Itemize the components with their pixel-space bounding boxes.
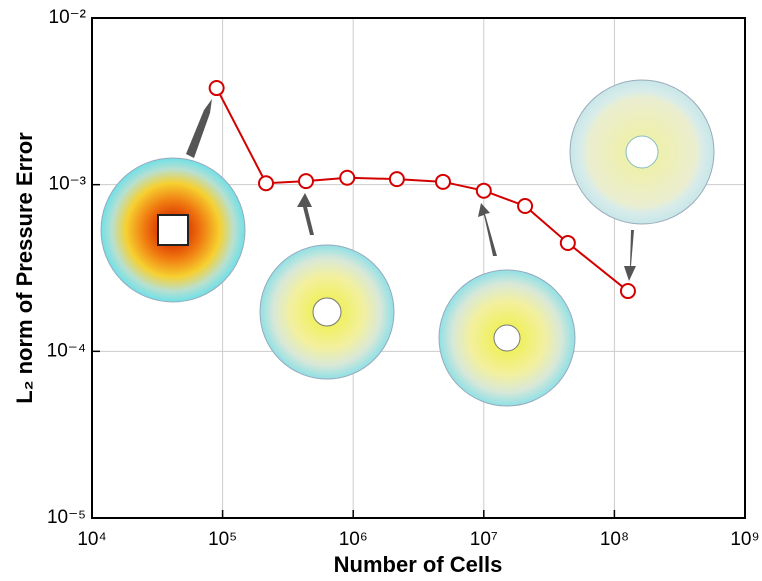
point — [517, 197, 534, 214]
point — [475, 182, 492, 199]
x-tick-label: 10⁸ — [600, 529, 629, 550]
series-line — [215, 87, 629, 292]
point — [434, 173, 451, 190]
y-tick-label: 10⁻³ — [49, 174, 87, 195]
point — [258, 175, 275, 192]
point — [388, 171, 405, 188]
plot-frame — [91, 17, 746, 519]
x-tick-label: 10⁷ — [470, 529, 498, 550]
inset-hole — [312, 297, 342, 327]
arrow — [478, 203, 497, 256]
point — [559, 234, 576, 251]
point — [339, 169, 356, 186]
y-tick-label: 10⁻⁵ — [47, 507, 86, 528]
inset-hole — [157, 214, 189, 246]
arrow — [624, 230, 636, 281]
x-tick-label: 10⁴ — [77, 529, 106, 550]
arrow — [186, 99, 212, 158]
inset-hole — [625, 135, 659, 169]
arrow — [297, 193, 314, 235]
plot — [208, 80, 636, 300]
point — [208, 80, 225, 97]
y-tick-label: 10⁻⁴ — [47, 340, 86, 361]
y-axis-title: L₂ norm of Pressure Error — [12, 132, 37, 404]
point — [297, 173, 314, 190]
inset-hole — [493, 324, 521, 352]
contour-insets — [100, 79, 715, 407]
x-tick-label: 10⁹ — [730, 529, 759, 550]
y-tick-label: 10⁻² — [49, 7, 87, 28]
point — [619, 283, 636, 300]
x-tick-label: 10⁶ — [339, 529, 368, 550]
x-axis-title: Number of Cells — [334, 552, 503, 577]
x-tick-label: 10⁵ — [208, 529, 237, 550]
